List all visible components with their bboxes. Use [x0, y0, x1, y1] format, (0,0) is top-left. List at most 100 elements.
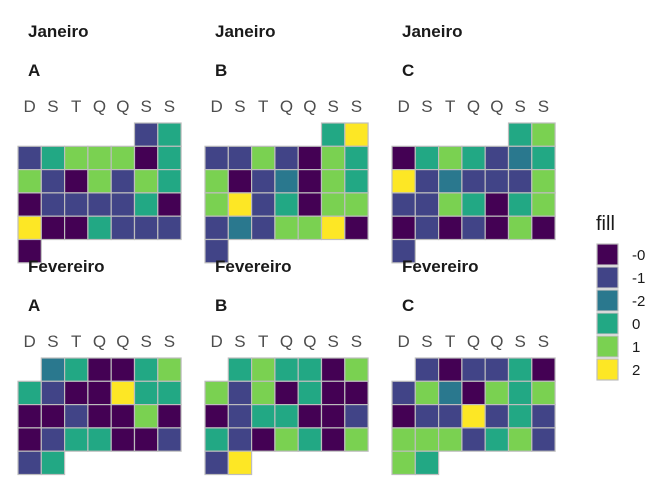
day-cell [133, 380, 159, 406]
day-cell [274, 380, 299, 406]
day-cell [438, 192, 463, 217]
weekday-label: Q [116, 332, 129, 351]
day-cell [204, 380, 229, 406]
day-cell [507, 215, 533, 241]
panel-tag-label: C [402, 61, 414, 80]
weekday-label: S [164, 97, 175, 116]
day-cell [63, 357, 89, 382]
day-cell [344, 357, 369, 382]
day-cell [344, 404, 369, 429]
weekday-label: S [234, 97, 245, 116]
legend-swatch [596, 266, 619, 289]
day-cell [414, 427, 440, 452]
day-cell [507, 357, 533, 382]
panel-tag-label: A [28, 61, 40, 80]
weekday-label: Q [490, 97, 503, 116]
day-cell [157, 192, 182, 217]
day-cell [507, 380, 533, 406]
day-cell [40, 357, 66, 382]
day-cell [461, 404, 486, 429]
panel-month-title: Janeiro [28, 22, 88, 41]
day-cell [17, 404, 42, 429]
day-cell [438, 404, 463, 429]
day-cell [484, 427, 510, 452]
day-cell [414, 145, 440, 171]
weekday-label: S [538, 97, 549, 116]
day-cell [157, 427, 182, 452]
day-cell [274, 404, 299, 429]
legend-entry-label: 0 [632, 316, 640, 333]
legend-swatch [596, 289, 619, 312]
day-cell [344, 122, 369, 147]
day-cell [157, 357, 182, 382]
day-cell [274, 192, 299, 217]
day-cell [391, 169, 416, 194]
day-cell [320, 427, 346, 452]
day-cell [157, 122, 182, 147]
day-cell [157, 404, 182, 429]
day-cell [438, 215, 463, 241]
weekday-label: Q [116, 97, 129, 116]
day-cell [40, 192, 66, 217]
day-cell [157, 215, 182, 241]
day-cell [414, 380, 440, 406]
weekday-label: D [24, 97, 36, 116]
day-cell [531, 122, 556, 147]
day-cell [87, 380, 112, 406]
day-cell [320, 192, 346, 217]
weekday-label: Q [93, 332, 106, 351]
weekday-label: T [71, 332, 81, 351]
day-cell [391, 450, 416, 476]
day-cell [87, 145, 112, 171]
day-cell [204, 192, 229, 217]
panel-tag-label: B [215, 61, 227, 80]
day-cell [40, 380, 66, 406]
day-cell [484, 357, 510, 382]
day-cell [63, 380, 89, 406]
day-cell [251, 192, 276, 217]
weekday-label: T [71, 97, 81, 116]
weekday-label: Q [93, 97, 106, 116]
day-cell [391, 427, 416, 452]
day-cell [204, 145, 229, 171]
day-cell [133, 192, 159, 217]
day-cell [63, 169, 89, 194]
day-cell [40, 427, 66, 452]
weekday-label: S [514, 97, 525, 116]
panel-tag-label: C [402, 296, 414, 315]
weekday-label: D [398, 332, 410, 351]
day-cell [344, 192, 369, 217]
day-cell [531, 357, 556, 382]
weekday-label: S [164, 332, 175, 351]
day-cell [438, 357, 463, 382]
day-cell [227, 169, 253, 194]
day-cell [63, 215, 89, 241]
day-cell [438, 169, 463, 194]
legend-entry-label: -1 [632, 270, 645, 287]
day-cell [204, 450, 229, 476]
day-cell [40, 450, 66, 476]
day-cell [297, 357, 323, 382]
day-cell [531, 427, 556, 452]
day-cell [391, 238, 416, 264]
day-cell [40, 145, 66, 171]
day-cell [157, 380, 182, 406]
day-cell [461, 380, 486, 406]
legend-entry-label: -0 [632, 247, 645, 264]
day-cell [17, 145, 42, 171]
weekday-label: S [538, 332, 549, 351]
day-cell [87, 169, 112, 194]
day-cell [274, 427, 299, 452]
day-cell [204, 215, 229, 241]
day-cell [320, 122, 346, 147]
day-cell [227, 450, 253, 476]
day-cell [251, 145, 276, 171]
day-cell [344, 427, 369, 452]
day-cell [227, 357, 253, 382]
day-cell [251, 169, 276, 194]
day-cell [391, 145, 416, 171]
day-cell [344, 380, 369, 406]
weekday-label: S [421, 332, 432, 351]
weekday-label: T [445, 97, 455, 116]
